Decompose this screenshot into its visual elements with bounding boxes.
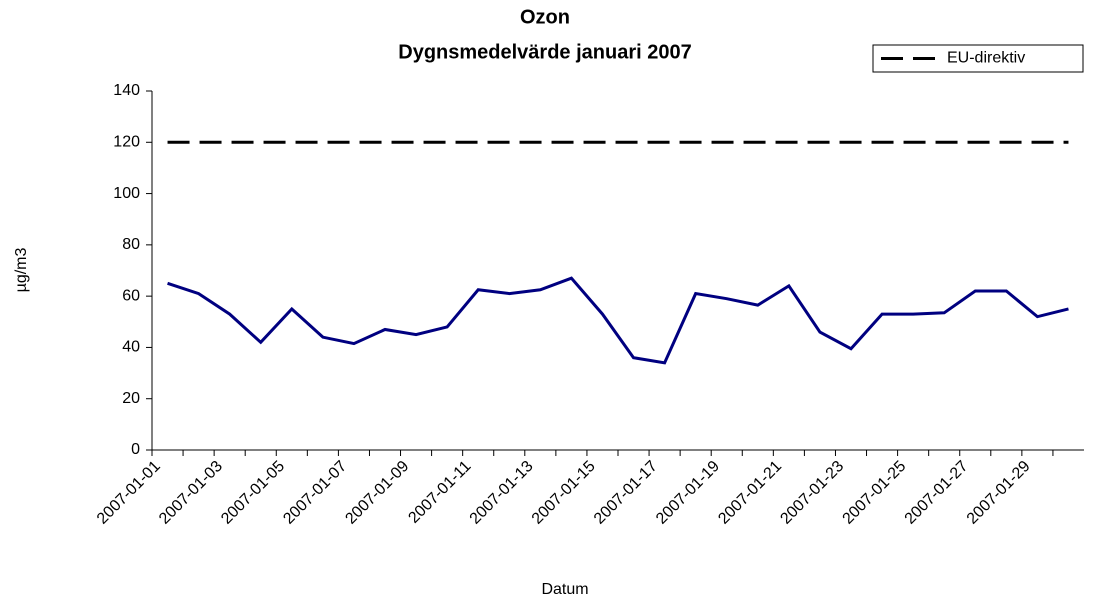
- y-tick-label: 80: [122, 236, 140, 253]
- x-tick-label: 2007-01-17: [591, 458, 661, 528]
- x-tick-label: 2007-01-21: [715, 458, 785, 528]
- x-tick-label: 2007-01-19: [653, 458, 723, 528]
- x-tick-label: 2007-01-13: [467, 458, 537, 528]
- y-tick-label: 60: [122, 287, 140, 304]
- x-tick-label: 2007-01-01: [94, 458, 164, 528]
- x-tick-label: 2007-01-25: [840, 458, 910, 528]
- y-tick-label: 120: [113, 134, 140, 151]
- x-tick-label: 2007-01-07: [280, 458, 350, 528]
- x-tick-label: 2007-01-27: [902, 458, 972, 528]
- x-tick-label: 2007-01-03: [156, 458, 226, 528]
- y-tick-label: 20: [122, 390, 140, 407]
- y-tick-label: 40: [122, 339, 140, 356]
- y-axis-title: µg/m3: [13, 248, 30, 293]
- y-tick-label: 140: [113, 82, 140, 99]
- y-tick-label: 0: [131, 441, 140, 458]
- chart-title: Ozon: [520, 6, 570, 28]
- x-tick-label: 2007-01-09: [342, 458, 412, 528]
- legend-label: EU-direktiv: [947, 50, 1025, 67]
- chart-subtitle: Dygnsmedelvärde januari 2007: [398, 41, 691, 63]
- x-tick-label: 2007-01-05: [218, 458, 288, 528]
- y-tick-label: 100: [113, 185, 140, 202]
- x-tick-label: 2007-01-23: [777, 458, 847, 528]
- line-series: [167, 276, 1069, 365]
- x-tick-label: 2007-01-11: [405, 458, 474, 527]
- x-tick-label: 2007-01-29: [964, 458, 1034, 528]
- x-tick-label: 2007-01-15: [529, 458, 599, 528]
- legend-box: [872, 44, 1084, 73]
- x-axis-title: Datum: [541, 581, 588, 598]
